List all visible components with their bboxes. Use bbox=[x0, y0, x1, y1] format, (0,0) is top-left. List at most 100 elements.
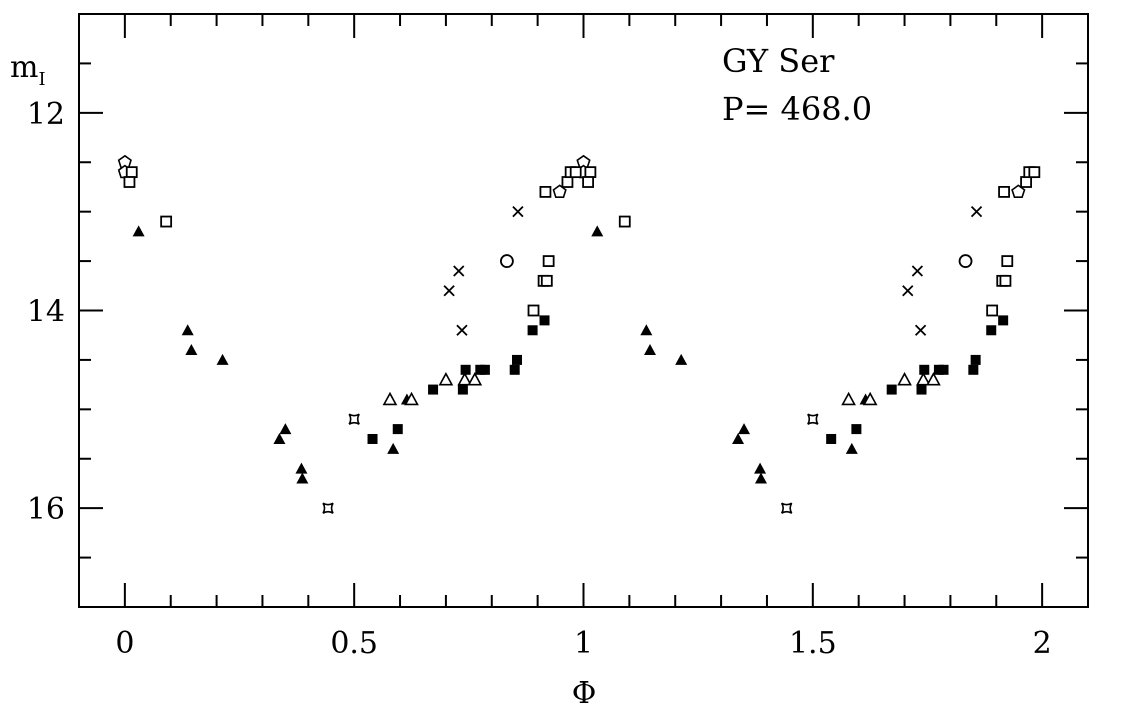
data-point-square-open bbox=[561, 176, 574, 188]
data-point-square-filled bbox=[938, 364, 949, 375]
data-point-square-open bbox=[999, 274, 1012, 287]
data-point-triangle-open bbox=[897, 372, 912, 386]
x-tick-label: 1.5 bbox=[789, 626, 837, 661]
data-point-triangle-open bbox=[457, 372, 473, 386]
data-point-star bbox=[322, 502, 334, 514]
axes: 0 0.5 1 1.5 2 12 14 16 bbox=[27, 13, 1089, 661]
data-point-triangle-filled bbox=[640, 324, 653, 336]
data-point-square-filled bbox=[886, 384, 897, 395]
data-point-star bbox=[807, 413, 819, 425]
data-point-cross bbox=[970, 206, 983, 218]
data-point-triangle-filled bbox=[732, 432, 745, 444]
data-point-cross bbox=[512, 206, 524, 218]
y-axis-label: mI bbox=[10, 50, 46, 90]
data-point-cross bbox=[443, 285, 455, 297]
data-point-triangle-filled bbox=[296, 472, 309, 484]
data-points bbox=[117, 154, 1041, 514]
data-point-triangle-open bbox=[926, 372, 941, 386]
data-point-square-open bbox=[986, 304, 999, 317]
annotation-star-name: GY Ser bbox=[722, 42, 835, 80]
data-point-square-filled bbox=[970, 354, 981, 365]
y-tick-label: 14 bbox=[27, 295, 65, 330]
data-point-triangle-open bbox=[404, 391, 419, 406]
data-point-square-filled bbox=[968, 364, 979, 375]
y-tick-label: 16 bbox=[27, 492, 65, 527]
data-point-triangle-open bbox=[841, 391, 856, 406]
data-point-triangle-filled bbox=[185, 344, 198, 356]
data-point-square-filled bbox=[539, 315, 550, 326]
data-point-circle-open bbox=[958, 254, 973, 268]
y-tick-label: 12 bbox=[27, 97, 65, 132]
plot-frame bbox=[78, 13, 1089, 608]
data-point-triangle-open bbox=[862, 391, 878, 406]
data-point-square-open bbox=[123, 176, 136, 188]
y-axis-label-sub: I bbox=[38, 69, 45, 90]
data-point-circle-open bbox=[500, 254, 514, 268]
data-point-cross bbox=[453, 265, 465, 277]
data-point-square-open bbox=[1028, 166, 1041, 179]
data-point-square-open bbox=[618, 215, 631, 228]
data-point-triangle-filled bbox=[754, 462, 767, 474]
data-point-triangle-open bbox=[916, 372, 931, 386]
data-point-square-filled bbox=[428, 384, 439, 395]
data-point-pentagon-open bbox=[552, 184, 567, 198]
data-point-square-open bbox=[1001, 255, 1014, 267]
data-point-triangle-open bbox=[438, 372, 454, 386]
data-point-square-filled bbox=[479, 364, 490, 375]
data-point-square-filled bbox=[916, 384, 927, 395]
data-point-square-filled bbox=[460, 364, 471, 375]
x-tick-label: 0 bbox=[115, 626, 134, 661]
x-tick-label: 1 bbox=[574, 626, 593, 661]
data-point-square-filled bbox=[851, 424, 862, 435]
data-point-triangle-filled bbox=[738, 423, 751, 435]
data-point-triangle-filled bbox=[132, 225, 145, 237]
data-point-cross bbox=[914, 324, 927, 336]
x-tick-label: 0.5 bbox=[330, 626, 378, 661]
data-point-star bbox=[780, 502, 793, 514]
data-point-square-filled bbox=[392, 424, 403, 435]
data-point-square-open bbox=[584, 166, 597, 179]
data-point-square-open bbox=[582, 176, 594, 188]
data-point-triangle-filled bbox=[754, 472, 767, 484]
data-point-triangle-filled bbox=[295, 462, 308, 474]
data-point-square-open bbox=[998, 185, 1010, 198]
data-point-square-filled bbox=[826, 433, 837, 444]
data-point-triangle-filled bbox=[675, 353, 688, 365]
data-point-square-filled bbox=[998, 315, 1009, 326]
data-point-triangle-open bbox=[382, 391, 398, 406]
data-point-triangle-filled bbox=[644, 344, 657, 356]
data-point-square-filled bbox=[367, 433, 378, 444]
data-point-square-open bbox=[125, 166, 138, 179]
x-axis-label: Φ bbox=[572, 676, 597, 711]
data-point-square-open bbox=[1020, 176, 1032, 188]
data-point-triangle-filled bbox=[387, 442, 400, 454]
x-tick-label: 2 bbox=[1033, 626, 1052, 661]
data-point-triangle-open bbox=[467, 372, 483, 386]
data-point-square-filled bbox=[457, 384, 468, 395]
data-point-star bbox=[348, 413, 360, 425]
data-point-square-open bbox=[569, 166, 582, 179]
data-point-square-filled bbox=[919, 364, 930, 375]
data-point-triangle-filled bbox=[273, 432, 286, 444]
data-point-triangle-filled bbox=[181, 324, 194, 336]
data-point-square-open bbox=[160, 215, 173, 228]
data-point-cross bbox=[911, 265, 924, 277]
data-point-triangle-filled bbox=[216, 353, 229, 365]
data-point-pentagon-open bbox=[1011, 184, 1026, 198]
data-point-square-open bbox=[542, 255, 555, 267]
data-point-square-filled bbox=[511, 354, 522, 365]
data-point-square-filled bbox=[509, 364, 520, 375]
data-point-square-filled bbox=[986, 325, 997, 336]
data-point-triangle-filled bbox=[845, 442, 858, 454]
y-axis-label-main: m bbox=[10, 50, 38, 85]
annotation-period: P= 468.0 bbox=[722, 90, 872, 128]
data-point-triangle-filled bbox=[279, 423, 292, 435]
data-point-square-open bbox=[527, 304, 540, 317]
data-point-cross bbox=[902, 285, 914, 297]
data-point-square-open bbox=[540, 274, 553, 287]
data-point-square-filled bbox=[527, 325, 538, 336]
data-point-square-open bbox=[539, 185, 552, 198]
data-point-triangle-filled bbox=[591, 225, 604, 237]
data-point-cross bbox=[456, 324, 468, 336]
